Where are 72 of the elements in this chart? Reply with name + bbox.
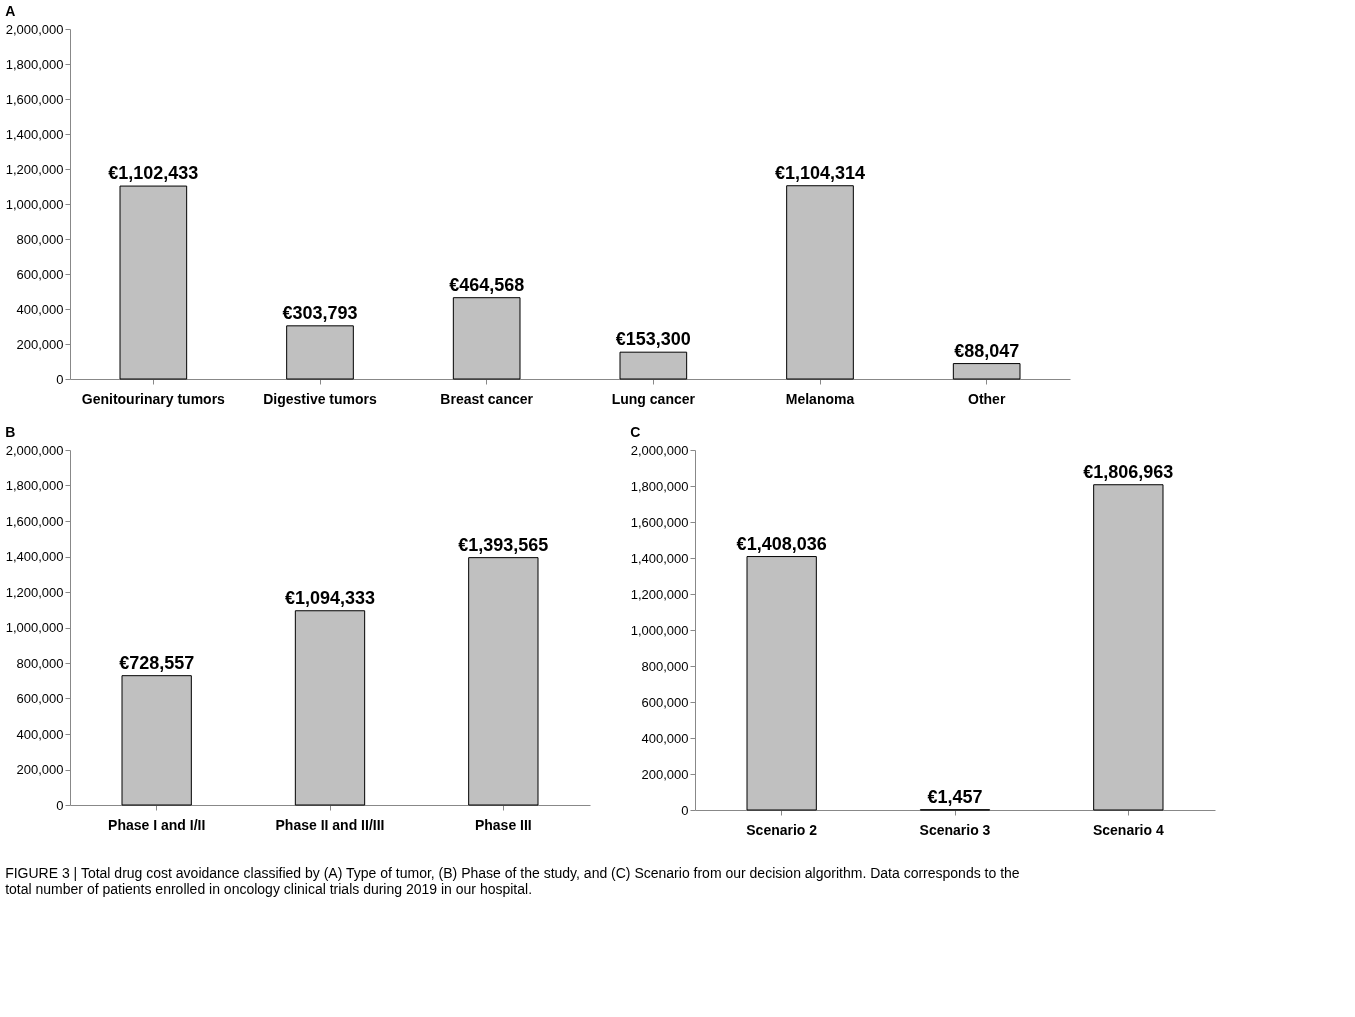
- data-label: €1,408,036: [736, 533, 827, 554]
- x-tick-label: Genitourinary tumors: [81, 390, 226, 407]
- bar: [294, 610, 366, 806]
- data-label: €1,806,963: [1083, 461, 1174, 482]
- y-tick-label: 1,000,000: [630, 622, 689, 638]
- y-tick-label: 2,000,000: [5, 21, 64, 37]
- y-tick-label: 1,400,000: [630, 550, 689, 566]
- x-tick-label: Phase II and II/III: [275, 816, 385, 833]
- x-tick-label: Breast cancer: [440, 390, 534, 407]
- y-tick-label: 1,000,000: [5, 620, 64, 635]
- data-label: €464,568: [449, 274, 525, 295]
- y-tick-label: 800,000: [16, 655, 64, 671]
- y-tick-label: 1,800,000: [5, 478, 64, 493]
- data-label: €1,104,314: [774, 162, 866, 183]
- y-tick-label: 1,200,000: [5, 161, 64, 177]
- y-tick-label: 400,000: [641, 730, 689, 746]
- x-tick-label: Lung cancer: [611, 390, 696, 407]
- y-tick-label: 1,800,000: [5, 56, 64, 72]
- y-tick-label: 2,000,000: [5, 442, 64, 458]
- data-label: €88,047: [954, 340, 1020, 361]
- data-label: €1,102,433: [108, 163, 199, 184]
- data-label: €303,793: [282, 302, 358, 323]
- x-tick-label: Digestive tumors: [263, 390, 377, 407]
- x-tick-label: Scenario 3: [919, 821, 991, 838]
- data-label: €1,393,565: [458, 534, 549, 555]
- caption: FIGURE 3 | Total drug cost avoidance classified by (A) Type of tumor, (B) Phase of the study, and (C) Scenario from our decision algorithm. Data corresponds to the total number of patients enrolled in oncology clinical trials during 2019 in our hospital.: [5, 865, 1020, 897]
- x-tick-label: Melanoma: [785, 390, 855, 407]
- y-tick-label: 200,000: [16, 336, 64, 352]
- y-tick-label: 400,000: [16, 301, 64, 317]
- y-tick-label: 1,000,000: [5, 196, 64, 212]
- y-tick-label: 1,200,000: [630, 586, 689, 602]
- x-tick-label: Other: [967, 390, 1006, 407]
- bar: [786, 185, 854, 380]
- y-tick-label: 0: [681, 802, 689, 818]
- chart-title: B: [5, 424, 16, 440]
- y-tick-label: 200,000: [16, 762, 64, 777]
- x-tick-label: Scenario 2: [746, 821, 818, 838]
- data-label: €728,557: [119, 652, 195, 673]
- data-label: €1,094,333: [284, 587, 376, 608]
- bar: [452, 297, 521, 380]
- x-tick-label: Phase III: [474, 816, 532, 833]
- y-tick-label: 0: [56, 797, 64, 813]
- data-label: €153,300: [615, 329, 691, 350]
- y-tick-label: 1,400,000: [5, 126, 64, 142]
- y-tick-label: 200,000: [641, 766, 689, 782]
- data-label: €1,457: [927, 786, 983, 807]
- y-tick-label: 800,000: [16, 231, 64, 247]
- y-tick-label: 600,000: [16, 691, 64, 706]
- y-tick-label: 1,600,000: [5, 513, 64, 529]
- y-tick-label: 400,000: [16, 726, 64, 742]
- bar: [119, 185, 188, 380]
- chart-title: C: [630, 424, 641, 440]
- bar: [286, 325, 354, 380]
- x-tick-label: Phase I and I/II: [108, 816, 206, 833]
- y-tick-label: 600,000: [16, 266, 64, 282]
- y-tick-label: 1,600,000: [5, 91, 64, 107]
- y-tick-label: 2,000,000: [630, 442, 689, 458]
- bar: [468, 557, 539, 806]
- bar: [1093, 484, 1164, 811]
- y-tick-label: 1,800,000: [630, 478, 689, 494]
- bar: [619, 351, 688, 380]
- y-tick-label: 0: [56, 371, 64, 387]
- y-tick-label: 1,600,000: [630, 514, 689, 530]
- y-tick-label: 1,200,000: [5, 584, 64, 600]
- bar: [121, 675, 192, 806]
- y-tick-label: 800,000: [641, 658, 689, 674]
- bar: [952, 363, 1021, 380]
- y-tick-label: 600,000: [641, 694, 689, 710]
- y-tick-label: 1,400,000: [5, 549, 64, 564]
- chart-title: A: [5, 3, 16, 19]
- bar: [746, 556, 817, 811]
- x-tick-label: Scenario 4: [1092, 821, 1164, 838]
